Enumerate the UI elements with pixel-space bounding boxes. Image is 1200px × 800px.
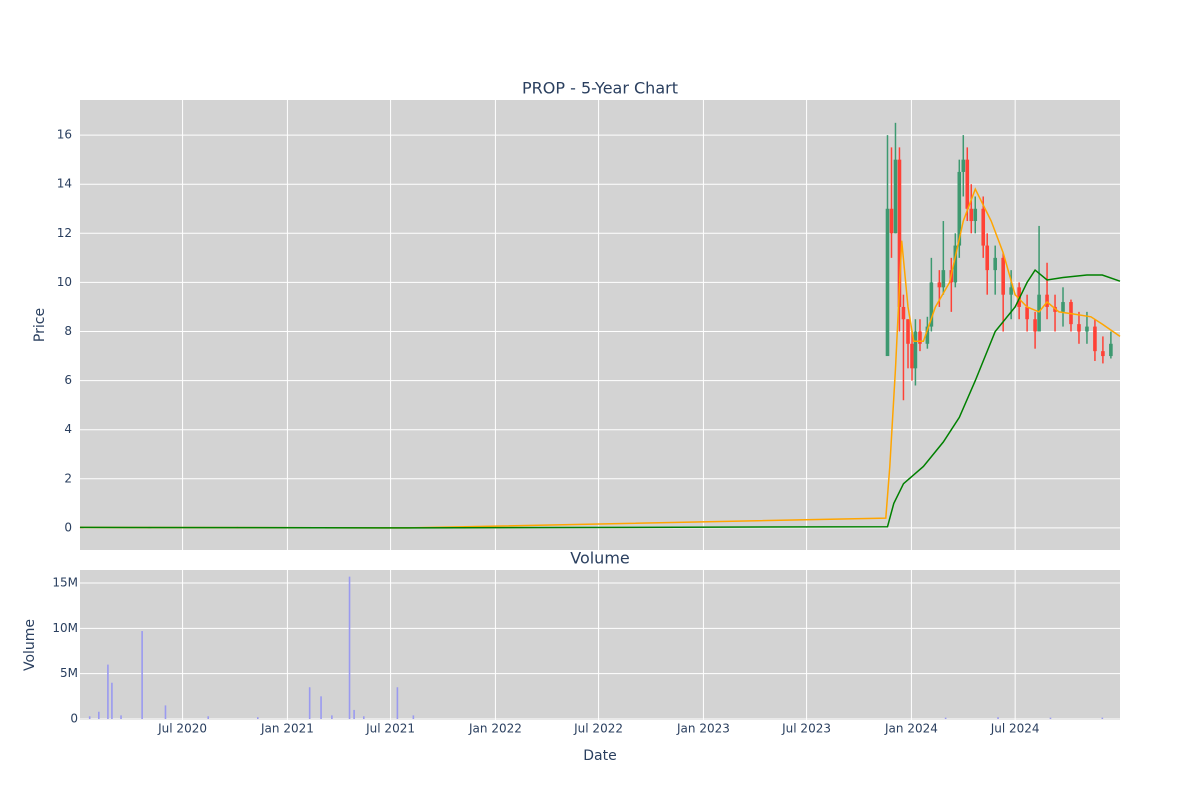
volume-axis-label: Volume [22,619,38,671]
y-tick-label: 16 [57,128,72,142]
price-plot-area [80,100,1120,550]
candle-body [965,159,970,209]
y-tick-label: 0 [70,712,78,726]
candle-body [901,306,906,320]
x-tick-label: Jan 2023 [676,722,730,736]
volume-bar [396,687,399,720]
candle-body [1085,326,1089,332]
volume-bar [353,709,355,720]
candle-body [1061,302,1065,312]
volume-bar [164,705,167,720]
candle-body [973,208,978,222]
x-tick-label: Jul 2020 [157,722,207,736]
volume-bar [98,711,100,720]
candle-body [1077,324,1081,332]
candle-body [1101,351,1105,357]
chart-title: PROP - 5-Year Chart [522,79,678,98]
grid [80,100,1120,720]
candle-body [1001,257,1005,295]
moving-average-line [79,268,1121,529]
candle-body [1033,319,1037,332]
x-tick-label: Jul 2021 [365,722,415,736]
candle-body [937,282,942,288]
x-tick-label: Jan 2021 [260,722,314,736]
candle-body [993,257,997,271]
candle-body [1025,306,1029,320]
volume-bar [107,664,109,720]
candle-body [893,159,898,234]
y-tick-label: 5M [60,666,78,680]
candle-body [885,208,890,357]
y-tick-label: 12 [57,226,72,240]
x-tick-label: Jul 2022 [573,722,623,736]
volume-bar [111,682,113,720]
volume-title: Volume [570,549,630,568]
y-tick-label: 10M [52,621,78,635]
volume-bar [256,717,259,720]
x-axis-label: Date [583,748,616,764]
moving-average-line [79,187,1121,529]
volume-bar [207,716,210,720]
candle-body [1009,287,1013,295]
marks [79,122,1121,720]
candle-body [929,282,934,327]
volume-bar [997,717,999,720]
candle-body [1045,294,1049,307]
candle-body [910,343,914,369]
volume-bar [348,576,351,720]
volume-bar [141,631,143,720]
volume-bar [362,716,365,720]
volume-bar [320,696,322,720]
y-tick-label: 6 [64,373,72,387]
candle-body [906,319,910,344]
volume-bar [331,715,333,720]
y-tick-label: 10 [57,275,72,289]
volume-bar [1049,717,1052,720]
candle-body [913,331,918,369]
x-tick-label: Jan 2024 [884,722,938,736]
volume-bar [88,716,91,720]
candle-body [985,245,990,271]
candle-body [1037,294,1041,332]
candle-body [981,208,986,246]
candle-body [941,270,946,288]
candle-body [953,245,958,283]
y-tick-label: 8 [64,324,72,338]
volume-plot-area [80,570,1120,720]
y-tick-label: 2 [64,471,72,485]
volume-bar [412,715,415,720]
candle-body [889,208,894,234]
y-tick-label: 15M [52,575,78,589]
volume-bar [1101,717,1104,720]
candle-body [961,159,966,172]
x-tick-label: Jan 2022 [468,722,522,736]
volume-bar [120,715,122,720]
candle-body [925,326,930,344]
y-tick-label: 4 [64,422,72,436]
volume-bar [944,717,947,720]
candle-body [897,159,902,307]
candle-body [969,208,974,222]
y-tick-label: 14 [57,177,72,191]
candle-body [957,171,962,246]
candle-body [1093,326,1097,352]
x-tick-label: Jul 2023 [781,722,831,736]
volume-bar [308,687,311,720]
candle-body [1109,343,1113,357]
candle-body [918,331,922,344]
y-tick-label: 0 [64,520,72,534]
y-axis-label: Price [32,308,48,342]
x-tick-label: Jul 2024 [990,722,1040,736]
